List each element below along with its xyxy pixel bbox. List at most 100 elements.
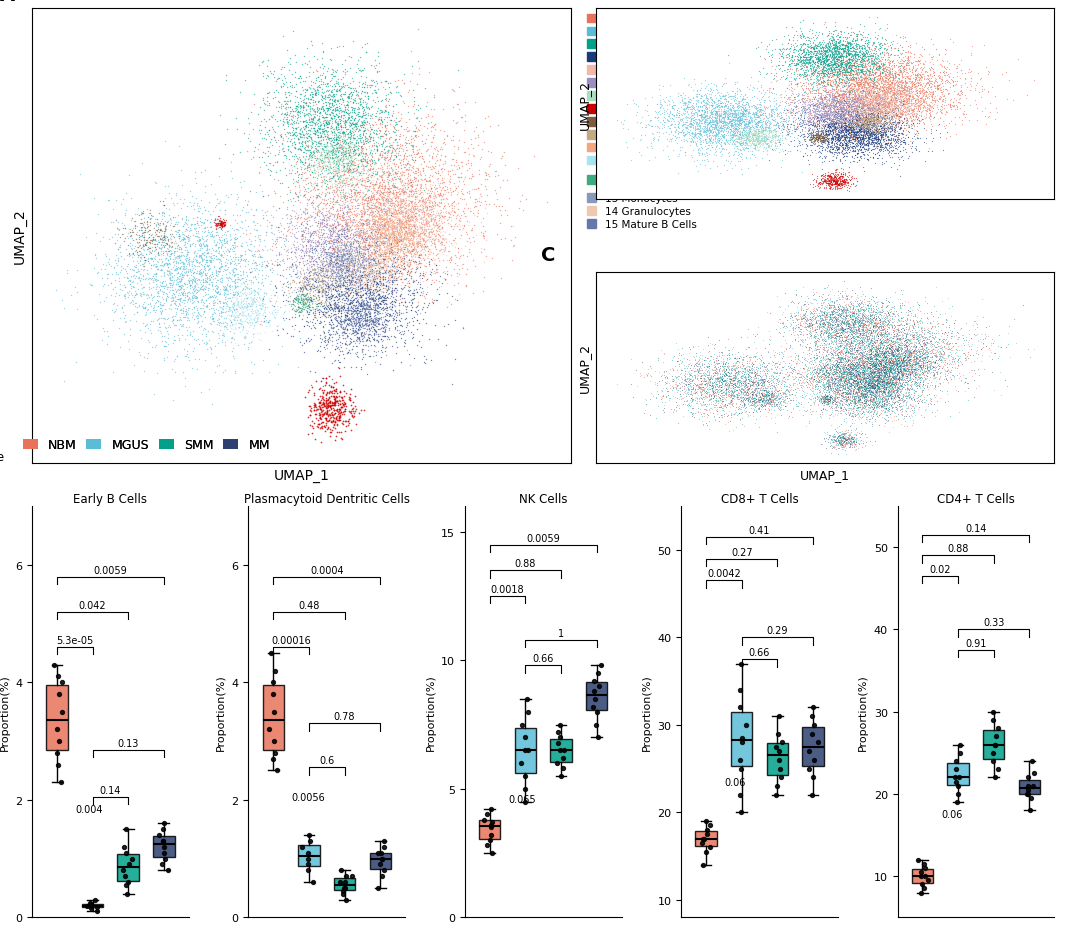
Point (197, 294, 214, 309)
Point (834, 114, 851, 129)
Point (364, 133, 381, 148)
Point (335, 397, 353, 412)
Point (714, 363, 731, 378)
Point (812, 109, 829, 124)
Point (333, 158, 350, 173)
Point (633, 148, 650, 163)
Point (854, 127, 871, 142)
Point (413, 202, 430, 217)
Point (681, 131, 698, 146)
Point (890, 344, 907, 359)
Point (335, 125, 353, 140)
Point (791, 324, 808, 339)
Point (845, 49, 862, 64)
Point (716, 388, 733, 402)
Point (714, 90, 731, 105)
Point (939, 349, 956, 364)
Point (437, 241, 454, 256)
Point (879, 376, 896, 391)
Point (349, 271, 366, 286)
Point (792, 63, 809, 78)
Point (746, 375, 763, 390)
Point (306, 279, 323, 294)
Point (339, 248, 356, 263)
Point (169, 238, 186, 253)
Point (830, 95, 847, 110)
Point (854, 49, 871, 64)
Point (295, 229, 312, 244)
Point (365, 265, 382, 280)
Point (454, 183, 471, 197)
Point (798, 117, 815, 132)
Point (737, 117, 754, 132)
Point (383, 271, 400, 285)
Point (863, 92, 880, 107)
Point (913, 344, 930, 359)
Point (169, 249, 186, 264)
Point (895, 75, 912, 90)
Point (899, 93, 916, 108)
Point (312, 274, 329, 289)
Point (727, 131, 744, 146)
Point (325, 294, 342, 309)
Point (868, 346, 885, 361)
Point (851, 46, 868, 61)
Point (833, 366, 850, 381)
Point (892, 65, 910, 80)
Point (837, 99, 854, 114)
Point (864, 379, 881, 394)
Point (822, 360, 839, 375)
Point (704, 337, 721, 352)
Point (857, 389, 874, 404)
Point (885, 378, 902, 393)
Point (392, 212, 409, 227)
Point (819, 174, 836, 189)
Point (753, 393, 770, 408)
Point (932, 377, 949, 392)
Point (365, 255, 382, 270)
Point (131, 248, 148, 263)
Point (349, 252, 366, 267)
Point (879, 132, 896, 147)
Point (715, 120, 732, 135)
Point (782, 42, 799, 57)
Point (190, 201, 207, 216)
Point (345, 277, 362, 292)
Point (835, 431, 852, 446)
Point (365, 314, 382, 329)
Point (293, 139, 310, 154)
Point (325, 415, 342, 430)
Point (357, 147, 374, 162)
Point (312, 263, 329, 278)
Point (884, 67, 901, 82)
Point (825, 117, 842, 132)
Point (819, 118, 836, 133)
Point (669, 121, 686, 136)
Point (858, 95, 875, 110)
Point (231, 221, 248, 236)
Point (863, 93, 880, 108)
Point (373, 245, 390, 260)
Point (835, 176, 852, 191)
Point (716, 105, 733, 120)
Point (861, 40, 878, 55)
Point (856, 326, 873, 341)
Point (830, 94, 847, 109)
Point (298, 318, 315, 333)
Point (375, 190, 392, 205)
Point (444, 289, 461, 304)
Point (406, 223, 423, 238)
Point (887, 106, 904, 121)
Point (704, 117, 721, 132)
Point (921, 350, 938, 365)
Point (335, 146, 353, 161)
Point (726, 132, 743, 147)
Point (241, 266, 258, 281)
Point (804, 116, 821, 131)
Point (350, 299, 367, 314)
Point (372, 241, 389, 256)
Point (733, 372, 750, 387)
Point (801, 48, 818, 63)
Point (881, 361, 898, 376)
Point (856, 41, 873, 56)
